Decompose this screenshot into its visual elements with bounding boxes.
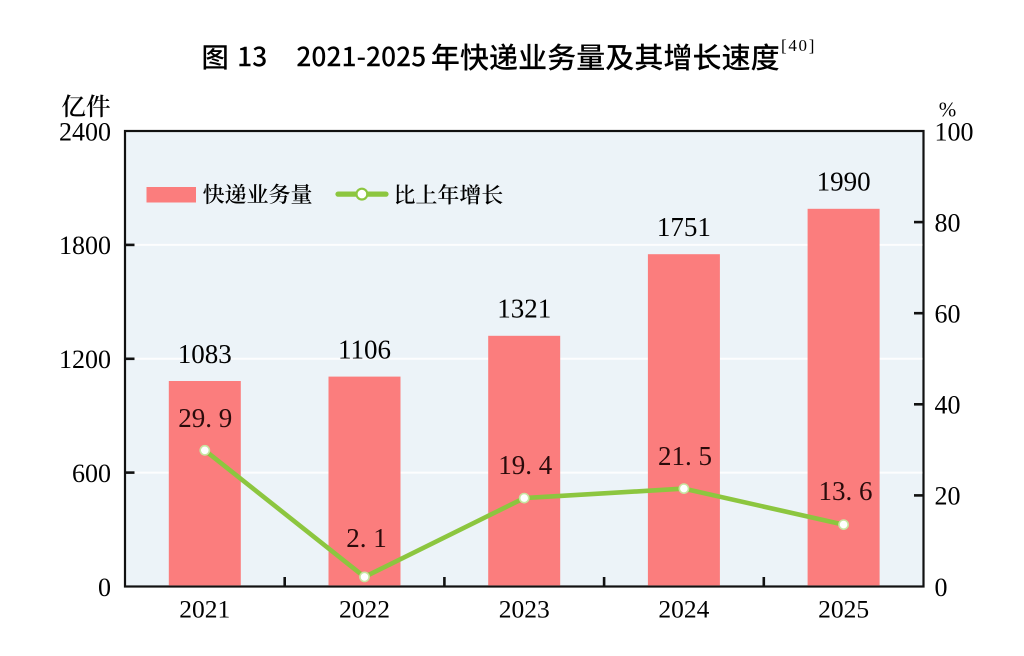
svg-text:1321: 1321 bbox=[497, 294, 551, 324]
svg-text:13. 6: 13. 6 bbox=[819, 476, 873, 506]
svg-text:0: 0 bbox=[935, 573, 948, 602]
svg-text:2. 1: 2. 1 bbox=[346, 523, 387, 553]
svg-text:600: 600 bbox=[72, 459, 111, 488]
svg-text:2021: 2021 bbox=[179, 595, 230, 624]
svg-text:2400: 2400 bbox=[59, 117, 111, 146]
svg-text:1751: 1751 bbox=[657, 212, 711, 242]
svg-text:[40]: [40] bbox=[781, 36, 816, 55]
svg-text:21. 5: 21. 5 bbox=[658, 441, 712, 471]
svg-text:1083: 1083 bbox=[178, 339, 232, 369]
svg-text:0: 0 bbox=[98, 573, 111, 602]
svg-text:20: 20 bbox=[935, 482, 961, 511]
svg-text:100: 100 bbox=[935, 117, 974, 146]
svg-text:1200: 1200 bbox=[59, 345, 111, 374]
svg-text:2025: 2025 bbox=[818, 595, 869, 624]
svg-text:1990: 1990 bbox=[817, 167, 871, 197]
svg-text:40: 40 bbox=[935, 391, 961, 420]
svg-text:2023: 2023 bbox=[499, 595, 550, 624]
svg-text:1106: 1106 bbox=[338, 335, 391, 365]
svg-text:2022: 2022 bbox=[339, 595, 390, 624]
svg-text:19. 4: 19. 4 bbox=[498, 450, 553, 480]
svg-text:29. 9: 29. 9 bbox=[178, 403, 232, 433]
svg-text:%: % bbox=[939, 97, 957, 121]
svg-text:1800: 1800 bbox=[59, 231, 111, 260]
svg-text:80: 80 bbox=[935, 208, 961, 237]
svg-text:2024: 2024 bbox=[658, 595, 709, 624]
svg-text:60: 60 bbox=[935, 300, 961, 329]
